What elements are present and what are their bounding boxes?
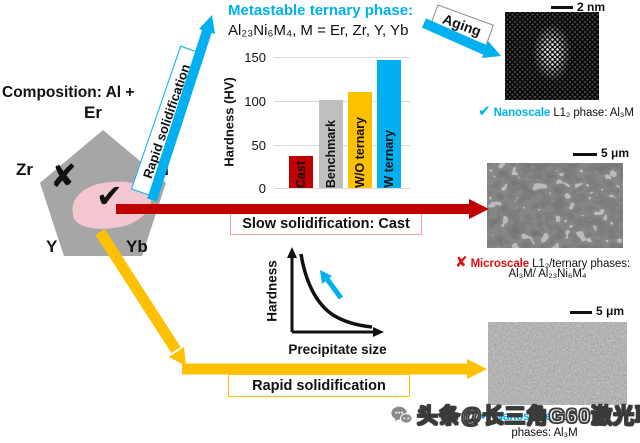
tem-caption: ✔ Nanoscale L1₂ phase: Al₃M [478, 102, 634, 120]
microscale-keyword: Microscale [470, 258, 530, 270]
tem-scalebar-label: 2 nm [577, 0, 606, 14]
cast-sem-scalebar-label: 5 μm [601, 146, 630, 160]
nanoscale-keyword: Nanoscale [493, 107, 551, 119]
ytick-100: 100 [244, 94, 266, 109]
bar-wo-ternary: W/O ternary [348, 92, 372, 188]
rs-sem-caption-line1: ✔ Nanoscale L1₂/ternary [452, 406, 637, 424]
watermark-text: 头条@长三角G60激光联盟 [416, 404, 640, 428]
cast-sem-image [487, 163, 623, 248]
rs-sem-caption-text: L1₂/ternary [554, 411, 610, 423]
microscale-cross-icon: ✘ [455, 254, 468, 271]
tem-caption-text: L1₂ phase: Al₃M [553, 107, 634, 119]
sketch-xlabel: Precipitate size [288, 342, 387, 357]
bar-cast: Cast [289, 156, 313, 188]
aging-label: Aging [430, 4, 494, 46]
bar-label-w-ternary: W ternary [381, 130, 396, 188]
nanoscale-check-icon: ✔ [478, 103, 491, 120]
rs-sem-scalebar-line [570, 311, 592, 314]
slow-solidification-box: Slow solidification: Cast [230, 212, 422, 235]
tem-scalebar-line [551, 6, 573, 9]
bar-label-wo-ternary: W/O ternary [352, 117, 367, 188]
wechat-icon [391, 406, 413, 424]
bar-benchmark: Benchmark [319, 100, 343, 188]
gridline [274, 57, 410, 58]
metastable-formula: Al₂₃Ni₆M₄, M = Er, Zr, Y, Yb [228, 22, 409, 39]
metastable-title: Metastable ternary phase: [228, 2, 414, 19]
ytick-0: 0 [258, 181, 266, 196]
cast-sem-caption-line1: ✘ Microscale L1₂/ternary phases: [455, 253, 630, 271]
check-icon: ✔ [96, 178, 123, 214]
watermark: 头条@长三角G60激光联盟 [390, 400, 640, 430]
rs-check-icon: ✔ [479, 407, 492, 424]
cast-sem-scalebar-line [573, 153, 597, 156]
cast-sem-caption-line2: Al₃M/ Al₂₃Ni₆M₄ [508, 268, 587, 280]
ytick-50: 50 [251, 138, 266, 153]
cast-sem-caption-text: L1₂/ternary phases: [532, 258, 630, 270]
rs-sem-scalebar-label: 5 μm [596, 304, 625, 318]
composition-title: Composition: Al + [2, 84, 135, 101]
rapid-solidification-box: Rapid solidification [228, 374, 410, 397]
pentagon-label-er: Er [84, 103, 102, 122]
tem-image [505, 12, 599, 100]
bar-label-cast: Cast [293, 160, 308, 188]
pentagon-label-zr: Zr [16, 160, 33, 179]
rs-sem-image [488, 322, 627, 405]
pentagon-label-yb: Yb [126, 237, 148, 256]
ytick-150: 150 [244, 50, 266, 65]
sketch-ylabel: Hardness [264, 260, 280, 322]
bar-chart-ylabel: Hardness (HV) [221, 77, 237, 167]
tem-bright-region [505, 12, 599, 100]
gridline [274, 188, 410, 189]
rs-sem-caption-line2: phases: Al₃M [511, 427, 578, 439]
bar-label-benchmark: Benchmark [323, 119, 338, 188]
bar-w-ternary: W ternary [377, 60, 401, 188]
cross-icon: ✘ [50, 158, 77, 194]
rs-nanoscale-keyword: Nanoscale [494, 411, 552, 423]
pentagon-label-y: Y [46, 237, 58, 256]
